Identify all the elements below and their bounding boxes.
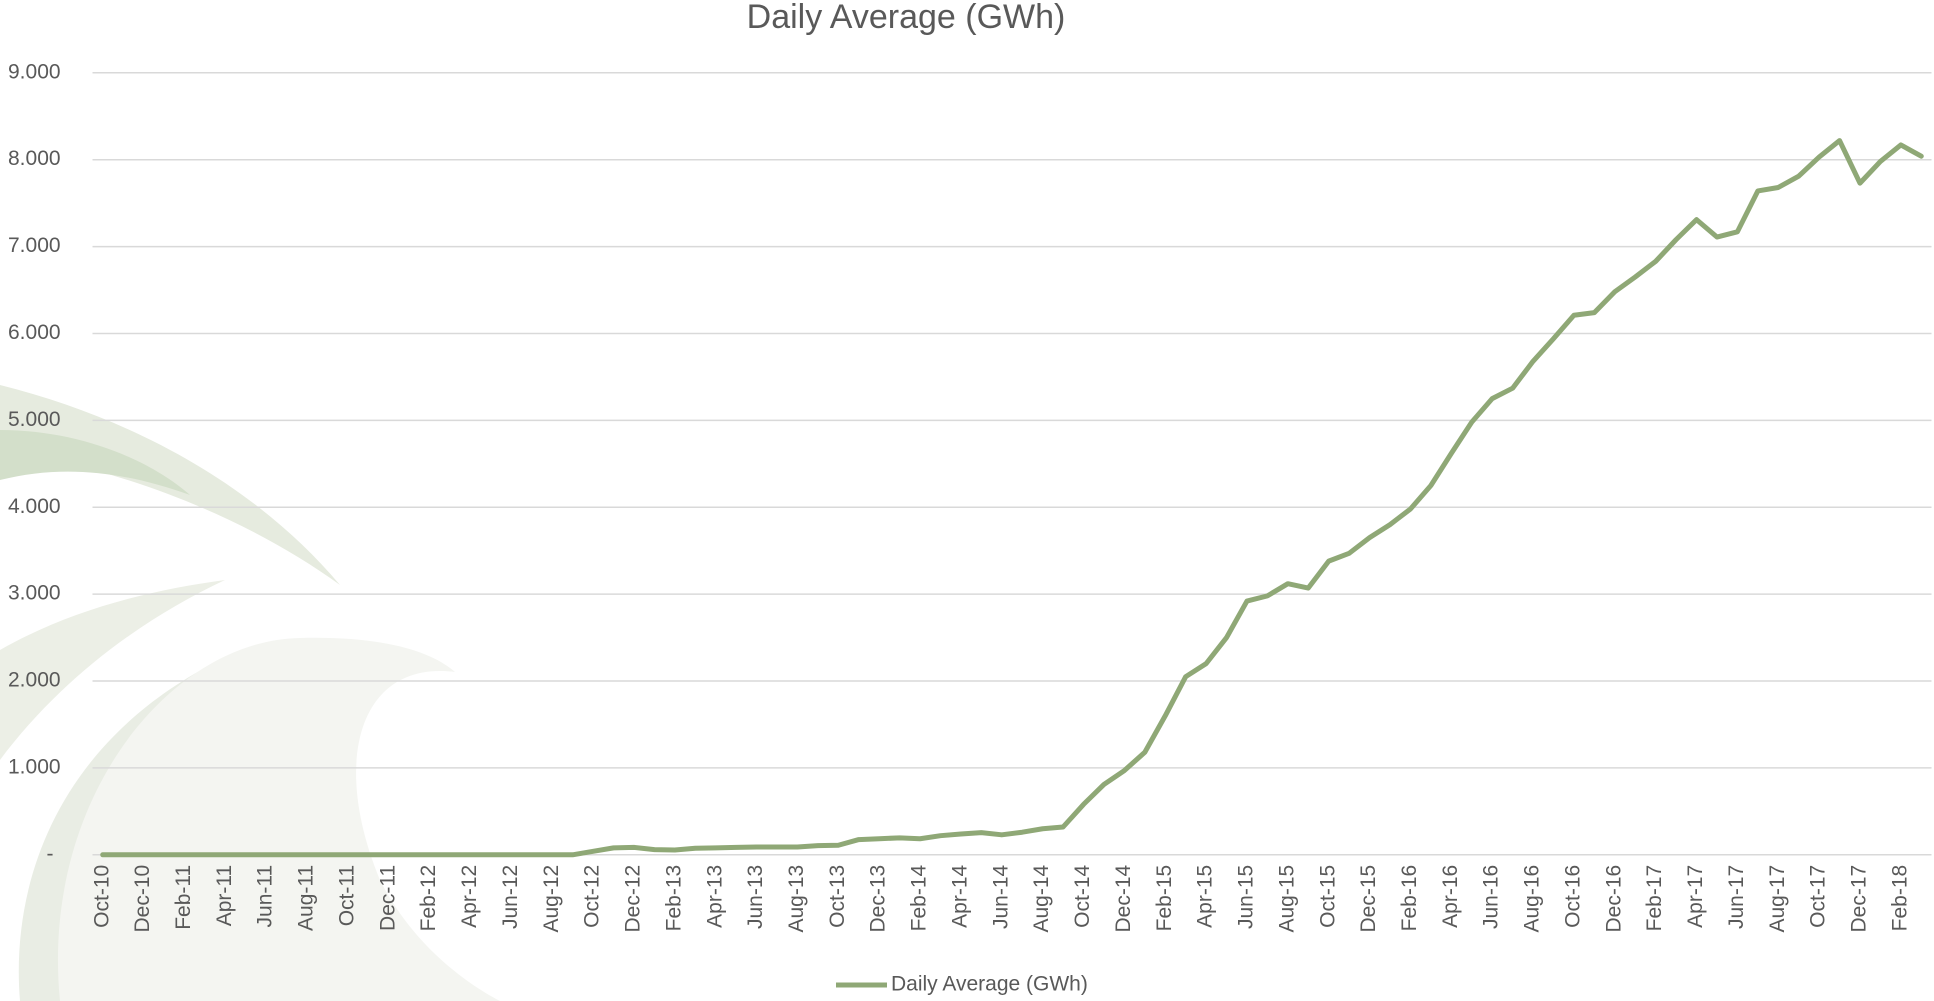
- x-tick-label: Jun-15: [1235, 865, 1258, 929]
- x-tick-label: Jun-11: [254, 865, 277, 928]
- x-tick-label: Aug-16: [1521, 865, 1544, 933]
- y-tick-label: -: [47, 842, 54, 865]
- x-tick-label: Aug-14: [1030, 864, 1053, 932]
- x-tick-label: Dec-12: [622, 865, 645, 933]
- y-tick-label: 6.000: [8, 321, 61, 344]
- x-tick-label: Aug-13: [785, 865, 808, 933]
- x-tick-label: Oct-15: [1316, 865, 1339, 928]
- x-tick-label: Apr-13: [703, 865, 726, 928]
- x-tick-label: Oct-11: [335, 865, 358, 926]
- y-tick-label: 3.000: [8, 582, 61, 605]
- x-tick-label: Oct-13: [826, 865, 849, 928]
- x-tick-label: Aug-15: [1275, 865, 1298, 933]
- y-tick-label: 2.000: [8, 669, 61, 692]
- swoosh: [0, 580, 225, 760]
- x-tick-label: Oct-17: [1807, 865, 1830, 928]
- chart-title: Daily Average (GWh): [747, 0, 1066, 36]
- y-tick-label: 9.000: [8, 60, 61, 83]
- swoosh: [57, 637, 500, 1001]
- x-tick-label: Jun-16: [1480, 865, 1503, 929]
- x-tick-label: Dec-15: [1357, 865, 1380, 933]
- x-tick-label: Feb-13: [662, 865, 685, 932]
- line-series: [100, 138, 1924, 858]
- x-tick-label: Aug-17: [1766, 865, 1789, 933]
- x-tick-label: Feb-15: [1153, 865, 1176, 932]
- x-tick-label: Feb-17: [1643, 865, 1666, 932]
- x-tick-label: Aug-11: [295, 865, 318, 931]
- x-tick-label: Jun-13: [744, 865, 767, 929]
- x-tick-label: Oct-12: [581, 865, 604, 928]
- x-tick-label: Dec-11: [376, 865, 399, 931]
- legend: Daily Average (GWh): [836, 973, 1088, 996]
- x-tick-label: Apr-15: [1194, 865, 1217, 928]
- y-tick-label: 1.000: [8, 755, 61, 778]
- legend-label: Daily Average (GWh): [891, 973, 1088, 996]
- x-tick-label: Dec-17: [1848, 865, 1871, 933]
- y-tick-label: 7.000: [8, 234, 61, 257]
- x-tick-label: Oct-16: [1561, 865, 1584, 928]
- x-tick-label: Apr-14: [948, 864, 971, 927]
- x-tick-label: Aug-12: [540, 865, 563, 933]
- y-tick-label: 8.000: [8, 147, 61, 170]
- x-tick-label: Apr-16: [1439, 865, 1462, 928]
- y-tick-label: 5.000: [8, 408, 61, 431]
- x-tick-label: Feb-18: [1888, 865, 1911, 932]
- x-tick-label: Oct-10: [90, 865, 113, 928]
- x-tick-label: Jun-12: [499, 865, 522, 929]
- x-tick-label: Dec-14: [1112, 864, 1135, 932]
- x-tick-label: Apr-17: [1684, 865, 1707, 928]
- x-tick-label: Apr-11: [213, 865, 236, 926]
- x-tick-label: Dec-16: [1602, 865, 1625, 933]
- x-tick-label: Jun-17: [1725, 865, 1748, 929]
- x-tick-label: Jun-14: [989, 864, 1012, 929]
- background-decoration: [0, 385, 500, 1001]
- x-tick-label: Dec-10: [131, 865, 154, 933]
- x-tick-label: Feb-11: [172, 865, 195, 930]
- x-tick-label: Dec-13: [867, 865, 890, 933]
- x-tick-label: Feb-12: [417, 865, 440, 932]
- y-tick-label: 4.000: [8, 495, 61, 518]
- x-tick-label: Apr-12: [458, 865, 481, 928]
- swoosh: [0, 430, 190, 495]
- x-tick-label: Feb-16: [1398, 865, 1421, 932]
- x-tick-label: Feb-14: [908, 864, 931, 931]
- x-tick-label: Oct-14: [1071, 864, 1094, 927]
